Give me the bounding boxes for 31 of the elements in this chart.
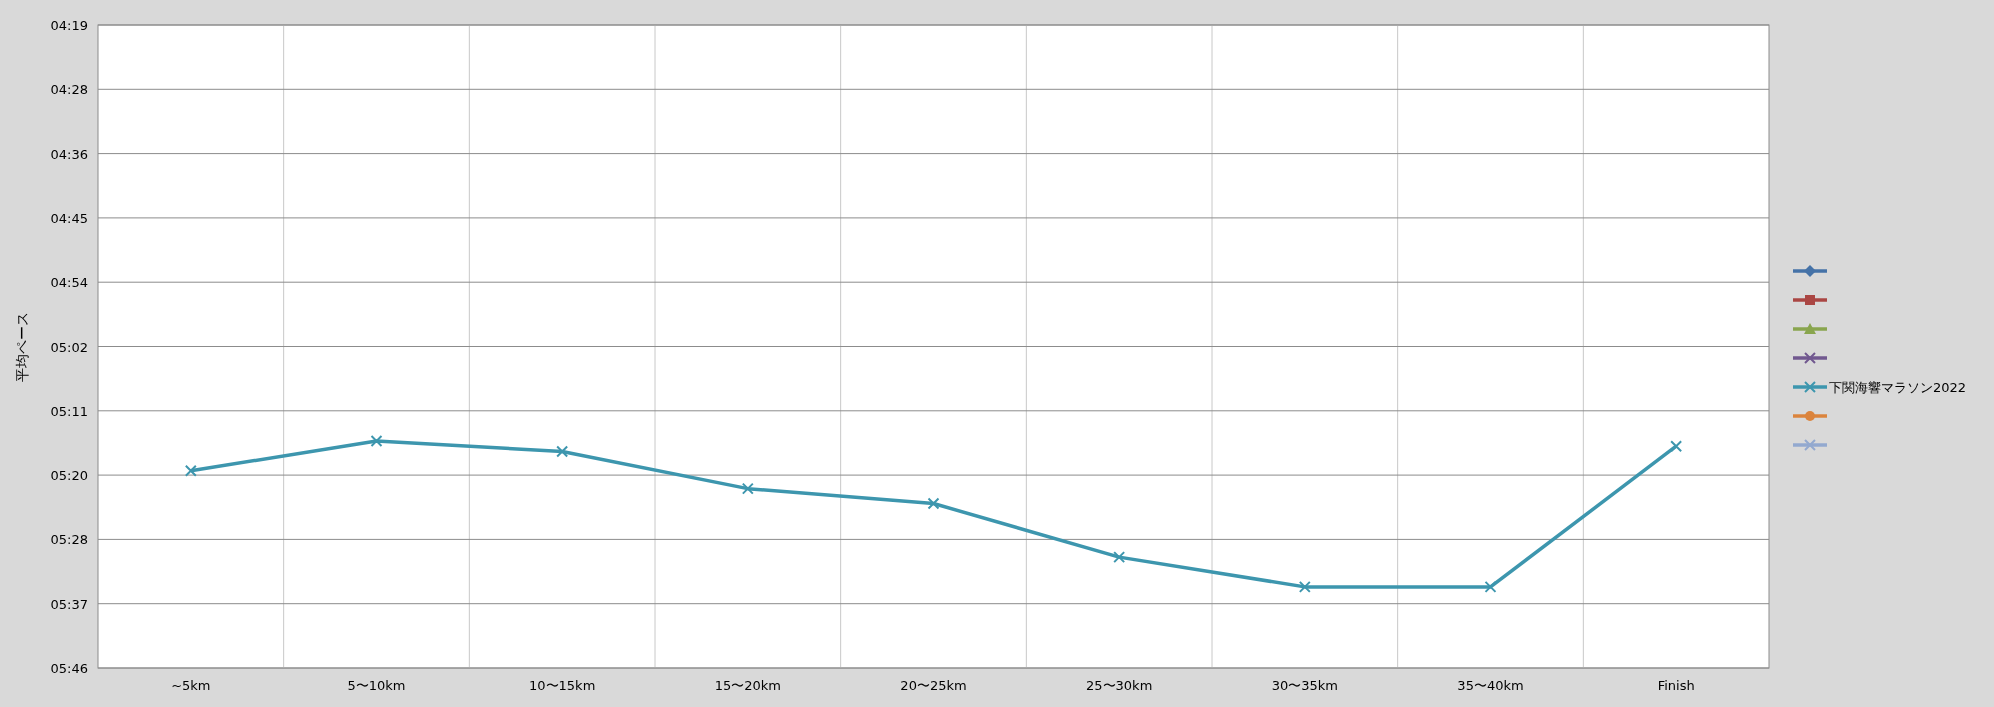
point bbox=[1484, 580, 1497, 593]
y-tick-label: 04:45 bbox=[50, 210, 88, 226]
y-tick-label: 04:28 bbox=[50, 82, 88, 98]
y-tick-label: 05:02 bbox=[50, 339, 88, 355]
point bbox=[1113, 551, 1126, 564]
y-tick-label: 05:28 bbox=[50, 532, 88, 548]
point bbox=[927, 497, 940, 510]
x-tick-label: 35〜40km bbox=[1457, 678, 1524, 693]
x-tick-label: 20〜25km bbox=[900, 678, 967, 693]
x-tick-label: 5〜10km bbox=[347, 678, 406, 693]
x-tick-label: 15〜20km bbox=[714, 678, 781, 693]
point bbox=[1670, 440, 1683, 453]
x-tick-label: Finish bbox=[1657, 678, 1695, 693]
y-tick-label: 04:54 bbox=[50, 275, 88, 291]
x-tick-label: 25〜30km bbox=[1086, 678, 1153, 693]
y-tick-label: 04:36 bbox=[50, 146, 88, 162]
point bbox=[556, 445, 569, 458]
y-tick-label: 04:19 bbox=[50, 18, 88, 33]
point bbox=[184, 464, 197, 477]
y-axis-title: 平均ペース bbox=[14, 311, 30, 382]
y-tick-label: 05:37 bbox=[50, 596, 88, 612]
point bbox=[370, 435, 383, 448]
point bbox=[741, 482, 754, 495]
legend-label: 下関海響マラソン2022 bbox=[1829, 380, 1967, 395]
y-tick-label: 05:20 bbox=[50, 468, 88, 484]
point bbox=[1298, 580, 1311, 593]
y-tick-label: 05:11 bbox=[50, 403, 88, 419]
x-tick-label: ~5km bbox=[171, 678, 211, 693]
y-tick-label: 05:46 bbox=[50, 661, 88, 676]
x-tick-label: 10〜15km bbox=[529, 678, 596, 693]
x-tick-label: 30〜35km bbox=[1271, 678, 1338, 693]
